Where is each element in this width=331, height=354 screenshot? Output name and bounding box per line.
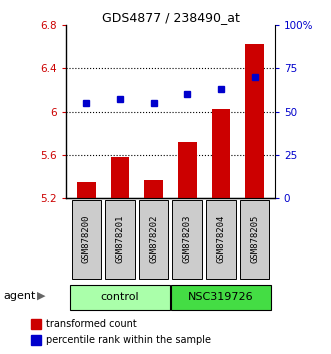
Bar bbox=[240, 200, 269, 279]
Text: agent: agent bbox=[3, 291, 36, 301]
Title: GDS4877 / 238490_at: GDS4877 / 238490_at bbox=[102, 11, 239, 24]
Bar bbox=[77, 182, 96, 198]
Bar bbox=[71, 200, 101, 279]
Bar bbox=[171, 285, 271, 310]
Bar bbox=[245, 44, 264, 198]
Bar bbox=[31, 319, 41, 329]
Text: GSM878203: GSM878203 bbox=[183, 215, 192, 263]
Bar bbox=[31, 335, 41, 345]
Text: ▶: ▶ bbox=[37, 291, 46, 301]
Bar bbox=[70, 285, 170, 310]
Bar bbox=[111, 157, 129, 198]
Text: percentile rank within the sample: percentile rank within the sample bbox=[46, 335, 211, 345]
Text: GSM878204: GSM878204 bbox=[216, 215, 225, 263]
Bar bbox=[206, 200, 236, 279]
Text: transformed count: transformed count bbox=[46, 319, 137, 329]
Bar bbox=[178, 142, 197, 198]
Text: GSM878201: GSM878201 bbox=[116, 215, 124, 263]
Text: GSM878200: GSM878200 bbox=[82, 215, 91, 263]
Bar bbox=[144, 180, 163, 198]
Bar bbox=[105, 200, 135, 279]
Text: GSM878202: GSM878202 bbox=[149, 215, 158, 263]
Text: NSC319726: NSC319726 bbox=[188, 292, 254, 302]
Bar bbox=[212, 109, 230, 198]
Bar bbox=[139, 200, 168, 279]
Bar bbox=[172, 200, 202, 279]
Text: control: control bbox=[101, 292, 139, 302]
Text: GSM878205: GSM878205 bbox=[250, 215, 259, 263]
